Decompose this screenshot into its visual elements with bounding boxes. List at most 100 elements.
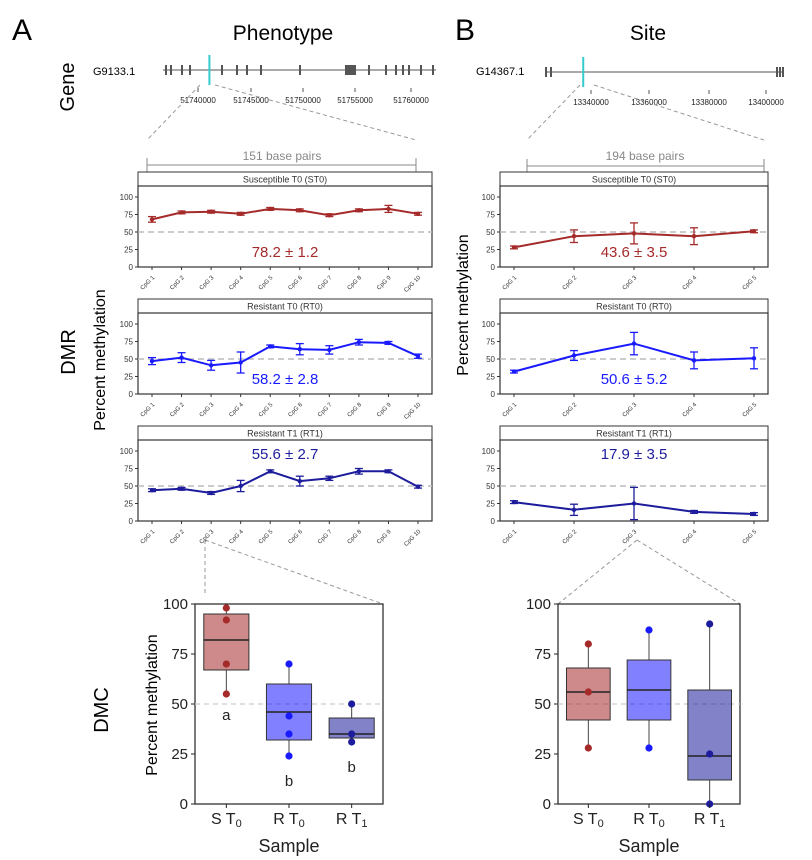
- panel-a-letter: A: [12, 14, 32, 47]
- data-point: [691, 509, 697, 515]
- exon-mark: [181, 65, 183, 75]
- y-tick-label: 25: [534, 746, 551, 763]
- x-tick-label: CpG 3: [199, 275, 216, 292]
- x-tick-label: CpG 7: [317, 275, 334, 292]
- exon-mark: [776, 67, 778, 77]
- exon-mark: [782, 67, 784, 77]
- y-tick-label: 0: [543, 796, 551, 813]
- exon-mark: [299, 65, 301, 75]
- exon-mark: [385, 65, 387, 75]
- data-point: [268, 206, 273, 212]
- plot-frame: [137, 312, 433, 395]
- x-tick-label: CpG 2: [562, 529, 579, 546]
- box-group: a S T0: [203, 604, 250, 830]
- x-tick-label-main: R T: [273, 811, 299, 828]
- dmr-chart-b-2: Resistant T1 (RT1) 0 25 50 75 100 CpG 1 CpG 2 Cp…: [482, 425, 769, 546]
- box-group: R T0: [626, 626, 672, 830]
- x-tick-label: CpG 4: [228, 529, 245, 546]
- x-tick-label: CpG 3: [622, 402, 639, 419]
- x-tick-label: CpG 4: [682, 529, 699, 546]
- data-point: [179, 210, 184, 215]
- x-tick-label: CpG 2: [169, 529, 186, 546]
- x-tick-label: CpG 1: [502, 529, 519, 546]
- y-tick-label: 100: [526, 596, 551, 613]
- exon-mark: [545, 67, 547, 77]
- dmc-a-ylabel: Percent methylation: [144, 634, 161, 775]
- dmr-chart-a-0: Susceptible T0 (ST0) 0 25 50 75 100 CpG 1 CpG 2…: [120, 171, 433, 294]
- x-tick-label: CpG 1: [140, 402, 157, 419]
- y-tick-label: 75: [124, 465, 133, 474]
- data-point: [691, 358, 697, 363]
- data-point: [297, 478, 302, 484]
- data-point: [222, 690, 230, 698]
- data-point: [285, 752, 293, 760]
- x-tick-label-main: R T: [336, 811, 362, 828]
- y-tick-label: 0: [491, 517, 496, 526]
- x-tick-label: R T1: [694, 811, 726, 830]
- x-tick-label-main: S T: [211, 811, 236, 828]
- exon-mark: [368, 65, 370, 75]
- data-point: [208, 490, 214, 496]
- row-label-dmc: DMC: [91, 687, 113, 733]
- bp-label-a: 151 base pairs: [243, 149, 322, 163]
- x-tick-label-subscript: 0: [659, 818, 665, 830]
- x-tick-label: CpG 3: [622, 275, 639, 292]
- data-point: [285, 712, 293, 720]
- y-tick-label: 100: [120, 447, 134, 456]
- data-point: [511, 369, 517, 374]
- y-tick-label: 75: [534, 646, 551, 663]
- data-point: [268, 344, 273, 349]
- x-tick-label-subscript: 1: [361, 818, 367, 830]
- data-point: [751, 511, 757, 517]
- data-point: [386, 469, 391, 474]
- plot-frame: [137, 439, 433, 522]
- x-tick-label: CpG 10: [403, 275, 422, 294]
- x-tick-label: CpG 5: [258, 275, 275, 292]
- x-tick-label: CpG 7: [317, 529, 334, 546]
- mean-annotation: 50.6 ± 5.2: [601, 371, 668, 388]
- x-tick-label: CpG 6: [288, 275, 305, 292]
- data-point: [297, 347, 302, 352]
- data-point: [571, 353, 577, 358]
- bp-bracket-a: 151 base pairs: [146, 149, 417, 172]
- y-tick-label: 0: [491, 390, 496, 399]
- data-point: [327, 213, 332, 218]
- gene-axis-tick-label: 51750000: [285, 96, 321, 105]
- y-tick-label: 25: [171, 746, 188, 763]
- mean-annotation: 55.6 ± 2.7: [252, 446, 319, 463]
- x-axis-label: Sample: [618, 836, 679, 856]
- y-tick-label: 25: [124, 373, 133, 382]
- data-point: [327, 476, 332, 481]
- y-tick-label: 100: [482, 320, 496, 329]
- exon-mark: [221, 65, 223, 75]
- x-tick-label-main: S T: [573, 811, 598, 828]
- data-point: [415, 354, 421, 359]
- x-tick-label: CpG 1: [140, 275, 157, 292]
- exon-mark: [170, 65, 172, 75]
- data-point: [386, 340, 391, 346]
- y-tick-label: 25: [124, 246, 133, 255]
- y-tick-label: 50: [486, 228, 495, 237]
- series-line: [151, 470, 419, 495]
- bp-label-b: 194 base pairs: [606, 149, 685, 163]
- y-tick-label: 100: [482, 447, 496, 456]
- y-tick-label: 25: [124, 500, 133, 509]
- x-tick-label: CpG 1: [502, 402, 519, 419]
- x-tick-label: CpG 5: [258, 402, 275, 419]
- gene-axis-tick-label: 51760000: [393, 96, 429, 105]
- data-point: [645, 744, 653, 752]
- x-tick-label: CpG 8: [347, 529, 364, 546]
- x-tick-label: CpG 8: [347, 275, 364, 292]
- data-point: [751, 356, 757, 361]
- mean-annotation: 17.9 ± 3.5: [601, 446, 668, 463]
- x-tick-label: CpG 10: [403, 402, 422, 421]
- x-tick-label: CpG 9: [376, 529, 393, 546]
- exon-mark: [189, 65, 191, 75]
- data-point: [631, 501, 637, 506]
- x-tick-label: S T0: [211, 811, 242, 830]
- y-tick-label: 50: [171, 696, 188, 713]
- panel-a-title: Phenotype: [233, 22, 333, 45]
- facet-title: Resistant T1 (RT1): [596, 429, 672, 439]
